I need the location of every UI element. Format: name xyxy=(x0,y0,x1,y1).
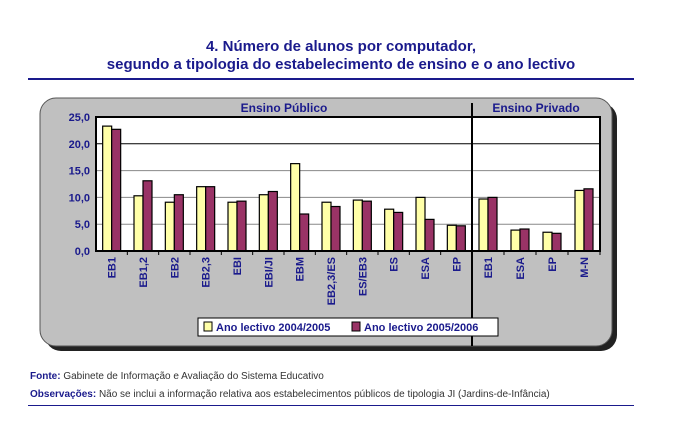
bar-2005-2006 xyxy=(551,232,562,252)
x-tick-label: EB1 xyxy=(107,257,119,278)
bar-2005-2006 xyxy=(583,188,594,252)
y-tick-label: 25,0 xyxy=(69,112,90,124)
bar-2004-2005 xyxy=(478,198,489,252)
title-divider xyxy=(28,78,634,80)
bar-2004-2005 xyxy=(574,189,585,252)
bar-2004-2005 xyxy=(164,201,175,252)
x-tick-label: EB2,3 xyxy=(201,257,213,288)
x-tick-label: ES xyxy=(389,257,401,272)
x-tick-label: EB2,3/ES xyxy=(326,257,338,305)
legend xyxy=(197,317,499,337)
bar-2004-2005 xyxy=(258,194,269,252)
group-label: Ensino Público xyxy=(241,101,328,115)
y-tick-label: 15,0 xyxy=(69,166,90,178)
x-tick-label: EB2 xyxy=(169,257,181,278)
bar-2005-2006 xyxy=(455,225,466,252)
x-tick-label: EBI xyxy=(232,257,244,275)
notes-text: Não se inclui a informação relativa aos … xyxy=(98,389,550,400)
legend-swatch xyxy=(203,321,213,332)
bar-2005-2006 xyxy=(111,128,122,252)
y-tick-label: 5,0 xyxy=(75,219,90,231)
bar-2004-2005 xyxy=(102,125,113,252)
bar-2004-2005 xyxy=(384,208,395,252)
bar-2005-2006 xyxy=(424,218,435,252)
bar-2004-2005 xyxy=(415,196,426,252)
source-label: Fonte: xyxy=(30,371,61,382)
bar-2004-2005 xyxy=(227,201,238,252)
bar-2005-2006 xyxy=(393,211,404,252)
bar-2005-2006 xyxy=(236,200,247,252)
bar-2004-2005 xyxy=(321,201,332,252)
y-tick-label: 0,0 xyxy=(75,246,90,258)
x-tick-label: ESA xyxy=(420,257,432,280)
x-tick-label: EP xyxy=(451,257,463,272)
chart-title-line1: 4. Número de alunos por computador, xyxy=(205,38,477,55)
bar-2005-2006 xyxy=(487,196,498,252)
x-tick-label: EP xyxy=(547,257,559,272)
bar-2004-2005 xyxy=(196,186,207,252)
bar-2004-2005 xyxy=(133,195,144,252)
bar-2005-2006 xyxy=(142,180,153,252)
group-label: Ensino Privado xyxy=(492,101,579,115)
bar-2005-2006 xyxy=(173,194,184,252)
observations-note: Observações: Não se inclui a informação … xyxy=(30,389,550,400)
bar-2005-2006 xyxy=(361,200,372,252)
chart: 0,0 5,0 10,0 15,0 20,0 25,0 Ensino Público EB1 E… xyxy=(39,97,617,351)
footer-divider xyxy=(28,405,634,406)
bar-2004-2005 xyxy=(290,163,301,252)
source-text: Gabinete de Informação e Avaliação do Si… xyxy=(63,371,324,382)
legend-swatch xyxy=(351,321,361,332)
x-tick-label: EB1 xyxy=(483,257,495,278)
x-tick-label: ES/EB3 xyxy=(357,257,369,296)
notes-label: Observações: xyxy=(30,389,97,400)
bar-2004-2005 xyxy=(510,229,521,252)
legend-label: Ano lectivo 2005/2006 xyxy=(364,322,478,334)
x-tick-label: ESA xyxy=(515,257,527,280)
x-tick-label: EB1,2 xyxy=(138,257,150,288)
source-note: Fonte: Gabinete de Informação e Avaliaçã… xyxy=(30,371,324,382)
bar-2005-2006 xyxy=(330,205,341,252)
y-tick-label: 10,0 xyxy=(69,192,90,204)
bar-2004-2005 xyxy=(352,199,363,252)
chart-title-line2: segundo a tipologia do estabelecimento d… xyxy=(106,56,576,73)
bar-2004-2005 xyxy=(542,231,553,252)
legend-label: Ano lectivo 2004/2005 xyxy=(216,322,330,334)
y-tick-label: 20,0 xyxy=(69,139,90,151)
plot-border xyxy=(95,116,601,252)
x-tick-label: EBM xyxy=(295,257,307,281)
x-tick-label: M-N xyxy=(579,257,591,278)
bar-2005-2006 xyxy=(205,186,216,252)
bar-2005-2006 xyxy=(519,228,530,252)
bar-2005-2006 xyxy=(299,213,310,252)
bar-2005-2006 xyxy=(267,190,278,252)
x-tick-label: EBI/JI xyxy=(263,257,275,288)
bar-2004-2005 xyxy=(446,224,457,252)
